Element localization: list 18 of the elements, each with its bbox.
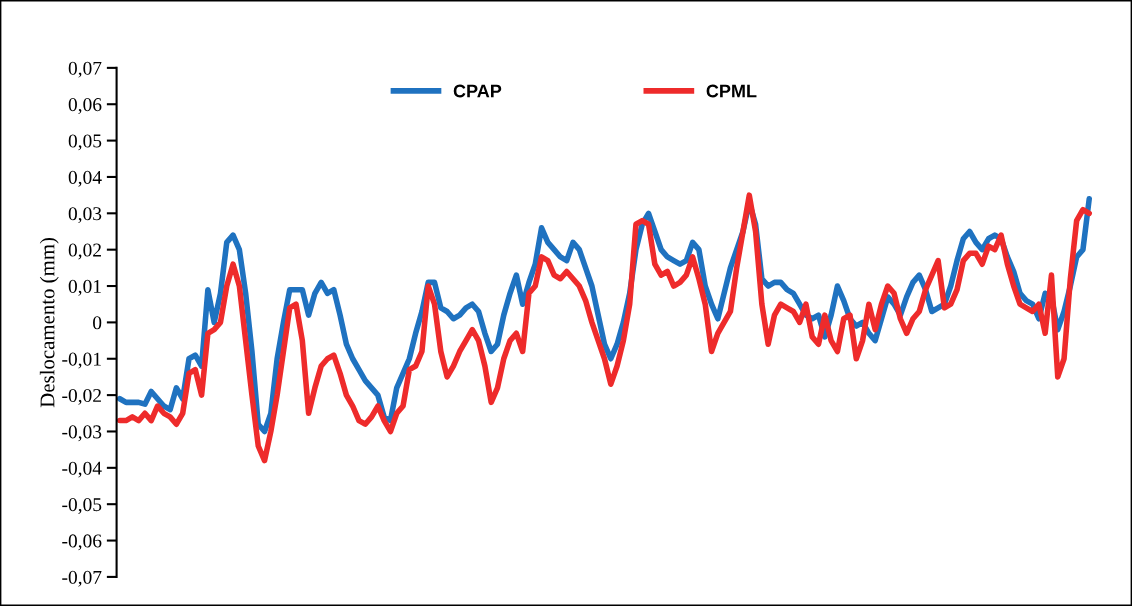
y-tick-label: -0,02 — [62, 388, 101, 405]
y-tick-label: 0,03 — [68, 207, 102, 224]
y-tick-label: 0,02 — [68, 243, 101, 260]
y-tick-label: 0 — [93, 316, 102, 330]
legend-label: CPAP — [453, 84, 502, 98]
y-axis-title: Deslocamento (mm) — [39, 237, 59, 408]
y-tick-label: 0,07 — [68, 61, 102, 78]
y-tick-label: 0,04 — [68, 170, 102, 187]
y-tick-label: -0,04 — [62, 461, 102, 478]
y-tick-label: 0,06 — [68, 98, 102, 114]
y-tick-label: -0,07 — [62, 570, 102, 587]
y-tick-label: -0,01 — [62, 352, 101, 369]
y-tick-label: -0,06 — [62, 534, 102, 551]
y-tick-label: -0,05 — [62, 498, 102, 514]
y-tick-label: -0,03 — [62, 425, 102, 442]
legend-label: CPML — [706, 84, 757, 98]
y-tick-label: 0,01 — [68, 279, 101, 296]
y-tick-label: 0,05 — [68, 134, 102, 151]
